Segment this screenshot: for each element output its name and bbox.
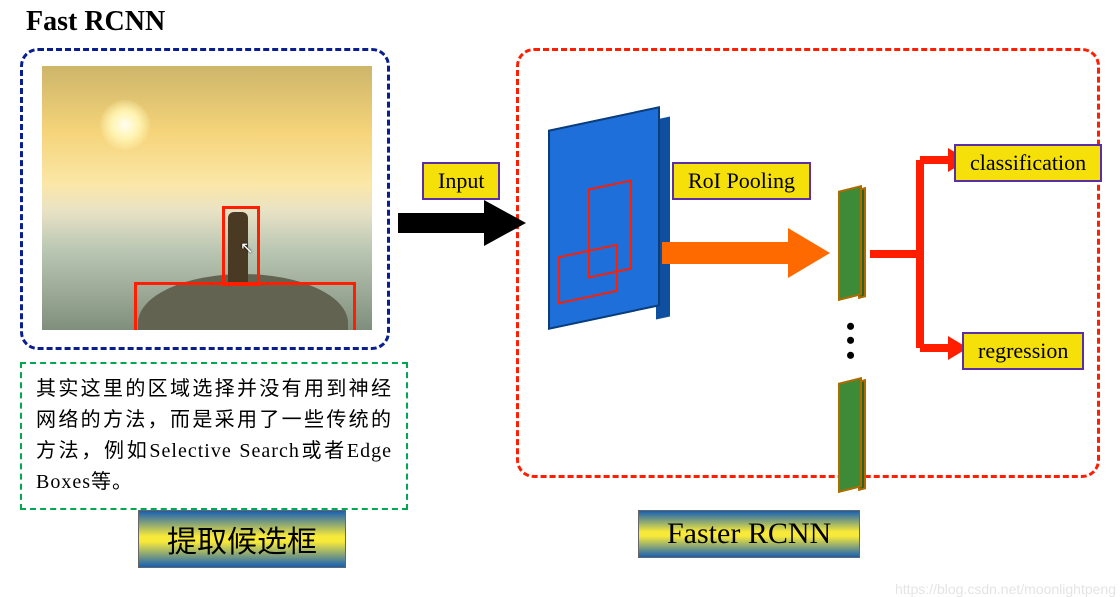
watermark: https://blog.csdn.net/moonlightpeng bbox=[895, 581, 1116, 597]
roi-vector-top bbox=[838, 185, 862, 301]
footer-label-left: 提取候选框 bbox=[138, 510, 346, 568]
footer-label-right: Faster RCNN bbox=[638, 510, 860, 558]
cursor-icon: ↖ bbox=[240, 238, 253, 258]
roi-pooling-label: RoI Pooling bbox=[672, 162, 811, 200]
roi-vector-bottom bbox=[838, 377, 862, 493]
regression-label: regression bbox=[962, 332, 1084, 370]
bbox-rock bbox=[134, 282, 356, 330]
ellipsis-dots: ••• bbox=[846, 320, 855, 363]
roi-arrow bbox=[662, 228, 832, 278]
region-proposal-note: 其实这里的区域选择并没有用到神经网络的方法，而是采用了一些传统的方法，例如Sel… bbox=[20, 362, 408, 510]
input-image: ↖ bbox=[42, 66, 372, 330]
input-label: Input bbox=[422, 162, 500, 200]
classification-label: classification bbox=[954, 144, 1102, 182]
input-arrow bbox=[398, 200, 528, 246]
diagram-title: Fast RCNN bbox=[26, 6, 165, 38]
scene-sun bbox=[100, 100, 150, 150]
